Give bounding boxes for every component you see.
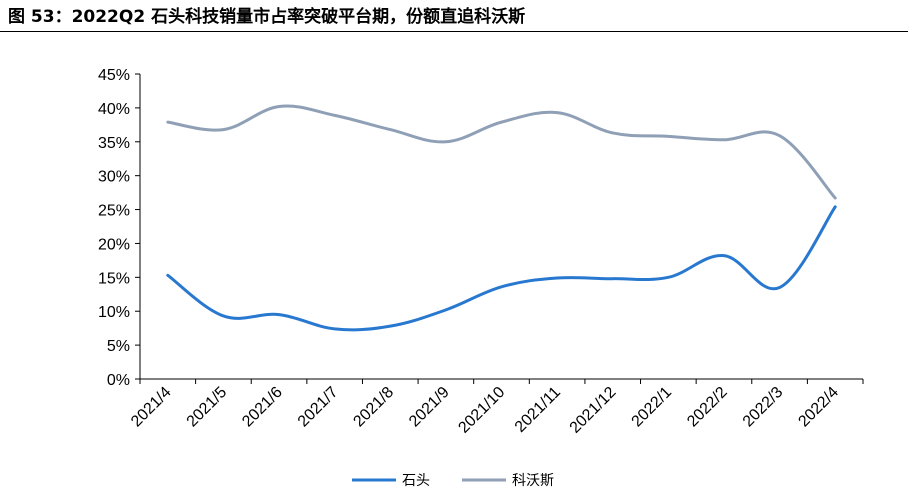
y-tick-label: 25% — [98, 203, 130, 220]
chart-legend: 石头 科沃斯 — [352, 473, 554, 489]
title-divider — [0, 31, 908, 32]
y-tick-label: 5% — [107, 338, 130, 355]
y-tick-label: 15% — [98, 270, 130, 287]
figure-title: 图 53：2022Q2 石头科技销量市占率突破平台期，份额直追科沃斯 — [8, 7, 526, 27]
x-tick-label: 2022/1 — [629, 384, 676, 431]
legend-label: 石头 — [402, 473, 430, 489]
x-tick-label: 2021/5 — [184, 384, 231, 431]
x-tick-label: 2022/2 — [684, 384, 731, 431]
legend-label: 科沃斯 — [512, 473, 554, 489]
x-tick-label: 2021/6 — [239, 384, 286, 431]
x-tick-label: 2021/11 — [512, 384, 564, 436]
series-line-2 — [166, 104, 837, 200]
y-tick-label: 35% — [98, 135, 130, 152]
series-line-1 — [166, 205, 837, 332]
y-tick-label: 0% — [107, 372, 130, 389]
x-axis-tick-labels: 2021/4 2021/5 2021/6 2021/7 2021/8 2021/9 2021… — [128, 384, 842, 437]
x-tick-label: 2022/3 — [740, 384, 787, 431]
y-tick-label: 45% — [98, 67, 130, 84]
x-tick-label: 2021/8 — [350, 384, 397, 431]
x-tick-label: 2021/4 — [128, 384, 175, 431]
y-axis-tick-labels: 0% 5% 10% 15% 20% 25% 30% 35% 40% 45% — [98, 67, 130, 389]
chart-axes — [135, 73, 864, 384]
y-tick-label: 10% — [98, 304, 130, 321]
x-tick-label: 2021/10 — [455, 384, 508, 437]
x-tick-label: 2021/12 — [567, 384, 620, 437]
y-tick-label: 30% — [98, 169, 130, 186]
y-tick-label: 40% — [98, 101, 130, 118]
x-tick-label: 2021/9 — [406, 384, 453, 431]
x-tick-label: 2022/4 — [795, 384, 842, 431]
y-tick-label: 20% — [98, 236, 130, 253]
x-tick-label: 2021/7 — [295, 384, 342, 431]
series-lines — [166, 104, 837, 332]
